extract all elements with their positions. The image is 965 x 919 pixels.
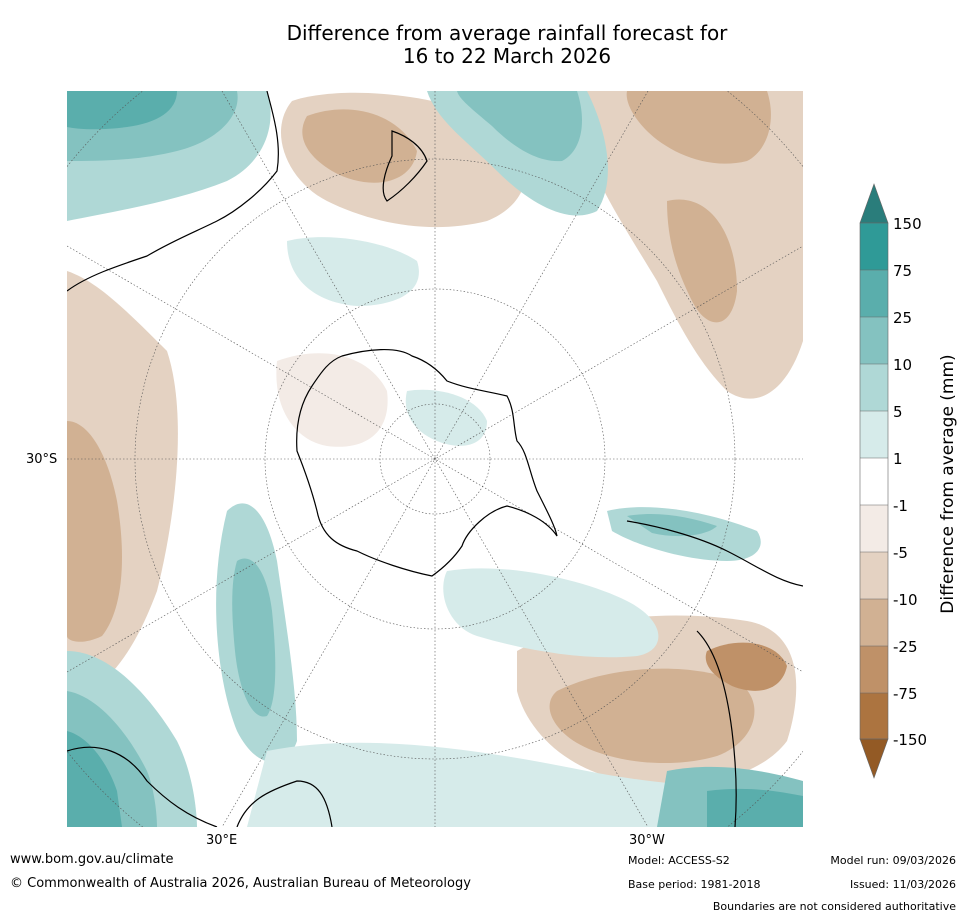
africa-south	[236, 780, 333, 827]
colorbar-band-minus25-minus75	[860, 646, 888, 693]
colorbar-tick: 150	[893, 215, 922, 233]
colorbar-frame	[859, 222, 889, 740]
lat-label-30s: 30°S	[26, 452, 58, 467]
colorbar-tick: 75	[893, 262, 913, 280]
colorbar-band-1-5	[860, 411, 888, 458]
colorbar-tick: -150	[893, 731, 928, 749]
colorbar-tick: 5	[893, 403, 903, 421]
positive-anomaly-layer	[67, 91, 803, 827]
new-zealand-coast	[382, 130, 428, 202]
colorbar-band-75-150	[860, 223, 888, 270]
colorbar-tick: -10	[893, 591, 918, 609]
chart-title: Difference from average rainfall forecas…	[0, 22, 965, 68]
lon-label-30e: 30°E	[206, 833, 238, 848]
colorbar-band-25-75	[860, 270, 888, 317]
title-line-1: Difference from average rainfall forecas…	[286, 21, 728, 45]
colorbar-band-5-10	[860, 364, 888, 411]
colorbar-band-minus5-minus10	[860, 552, 888, 599]
colorbar-dividers	[860, 269, 888, 694]
colorbar	[859, 183, 889, 779]
south-america-east	[696, 630, 737, 827]
south-america-coast	[626, 520, 803, 587]
antarctica-coast	[296, 348, 558, 577]
colorbar-bottom-arrow	[859, 738, 889, 779]
boundaries-disclaimer: Boundaries are not considered authoritat…	[712, 900, 956, 913]
title-line-2: 16 to 22 March 2026	[402, 44, 612, 68]
colorbar-tick: 25	[893, 309, 913, 327]
colorbar-band-minus75-minus150	[860, 693, 888, 739]
coastlines	[67, 91, 803, 827]
rainfall-map[interactable]	[67, 91, 803, 827]
colorbar-band-minus1-minus5	[860, 505, 888, 552]
colorbar-band-minus10-minus25	[860, 599, 888, 646]
base-period-text: Base period: 1981-2018	[628, 878, 761, 891]
australia-coast	[67, 91, 279, 292]
model-text: Model: ACCESS-S2	[628, 854, 730, 867]
africa-coast	[67, 746, 218, 827]
issued-text: Issued: 11/03/2026	[849, 878, 956, 891]
colorbar-band-10-25	[860, 317, 888, 364]
colorbar-tick: -25	[893, 638, 918, 656]
colorbar-top-arrow	[859, 183, 889, 224]
map-svg	[67, 91, 803, 827]
website-link[interactable]: www.bom.gov.au/climate	[10, 852, 174, 867]
colorbar-tick: 1	[893, 450, 903, 468]
colorbar-tick: -75	[893, 685, 918, 703]
colorbar-tick: -5	[893, 544, 908, 562]
copyright-text: © Commonwealth of Australia 2026, Austra…	[10, 876, 471, 891]
colorbar-band-neutral	[860, 458, 888, 505]
graticule	[67, 91, 803, 827]
negative-anomaly-layer	[67, 91, 803, 785]
colorbar-tick: 10	[893, 356, 913, 374]
colorbar-title: Difference from average (mm)	[938, 354, 958, 614]
model-run-text: Model run: 09/03/2026	[830, 854, 956, 867]
lon-label-30w: 30°W	[629, 833, 665, 848]
colorbar-tick: -1	[893, 497, 908, 515]
